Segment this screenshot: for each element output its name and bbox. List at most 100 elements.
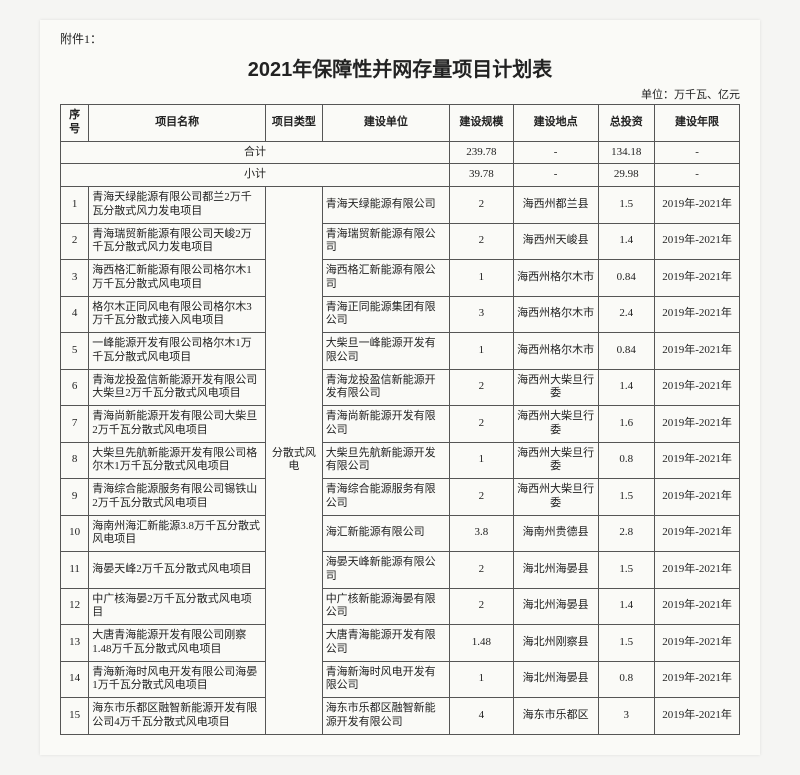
cell-investment: 1.5	[598, 625, 655, 662]
cell-investment: 3	[598, 698, 655, 735]
cell-idx: 1	[61, 187, 89, 224]
cell-scale: 1	[450, 333, 514, 370]
cell-location: 海西州大柴旦行委	[513, 479, 598, 516]
cell-investment: 0.84	[598, 260, 655, 297]
cell-location: 海西州天峻县	[513, 223, 598, 260]
table-row: 9青海综合能源服务有限公司锡铁山2万千瓦分散式风电项目青海综合能源服务有限公司2…	[61, 479, 740, 516]
cell-type: 分散式风电	[266, 187, 323, 735]
cell-unit: 大柴旦先航新能源开发有限公司	[322, 442, 449, 479]
sub-loc: -	[513, 164, 598, 187]
sub-label: 小计	[61, 164, 450, 187]
cell-location: 海南州贵德县	[513, 515, 598, 552]
cell-scale: 2	[450, 187, 514, 224]
cell-name: 大唐青海能源开发有限公司刚察1.48万千瓦分散式风电项目	[89, 625, 266, 662]
cell-years: 2019年-2021年	[655, 260, 740, 297]
table-row: 1青海天绿能源有限公司都兰2万千瓦分散式风力发电项目分散式风电青海天绿能源有限公…	[61, 187, 740, 224]
cell-idx: 5	[61, 333, 89, 370]
grand-years: -	[655, 141, 740, 164]
table-row: 12中广核海晏2万千瓦分散式风电项目中广核新能源海晏有限公司2海北州海晏县1.4…	[61, 588, 740, 625]
cell-scale: 2	[450, 406, 514, 443]
cell-investment: 1.5	[598, 187, 655, 224]
cell-investment: 1.4	[598, 588, 655, 625]
sub-years: -	[655, 164, 740, 187]
cell-unit: 青海龙投盈信新能源开发有限公司	[322, 369, 449, 406]
page-title: 2021年保障性并网存量项目计划表	[60, 53, 740, 82]
cell-investment: 0.84	[598, 333, 655, 370]
cell-name: 海南州海汇新能源3.8万千瓦分散式风电项目	[89, 515, 266, 552]
cell-investment: 1.5	[598, 552, 655, 589]
cell-name: 中广核海晏2万千瓦分散式风电项目	[89, 588, 266, 625]
cell-unit: 海东市乐都区融智新能源开发有限公司	[322, 698, 449, 735]
cell-name: 海西格汇新能源有限公司格尔木1万千瓦分散式风电项目	[89, 260, 266, 297]
cell-idx: 2	[61, 223, 89, 260]
cell-investment: 1.6	[598, 406, 655, 443]
cell-idx: 11	[61, 552, 89, 589]
table-header-row: 序号 项目名称 项目类型 建设单位 建设规模 建设地点 总投资 建设年限	[61, 105, 740, 142]
cell-location: 海西州都兰县	[513, 187, 598, 224]
cell-location: 海北州海晏县	[513, 588, 598, 625]
document-page: 附件1： 2021年保障性并网存量项目计划表 单位：万千瓦、亿元 序号 项目名称…	[40, 20, 760, 755]
attachment-label: 附件1：	[60, 30, 740, 47]
cell-name: 海晏天峰2万千瓦分散式风电项目	[89, 552, 266, 589]
cell-unit: 青海瑞贸新能源有限公司	[322, 223, 449, 260]
unit-note: 单位：万千瓦、亿元	[60, 86, 740, 102]
cell-unit: 青海正同能源集团有限公司	[322, 296, 449, 333]
cell-years: 2019年-2021年	[655, 661, 740, 698]
grand-inv: 134.18	[598, 141, 655, 164]
cell-investment: 1.5	[598, 479, 655, 516]
cell-name: 一峰能源开发有限公司格尔木1万千瓦分散式风电项目	[89, 333, 266, 370]
cell-name: 青海瑞贸新能源有限公司天峻2万千瓦分散式风力发电项目	[89, 223, 266, 260]
cell-location: 海西州格尔木市	[513, 260, 598, 297]
table-row: 15海东市乐都区融智新能源开发有限公司4万千瓦分散式风电项目海东市乐都区融智新能…	[61, 698, 740, 735]
cell-unit: 海汇新能源有限公司	[322, 515, 449, 552]
cell-scale: 2	[450, 479, 514, 516]
cell-years: 2019年-2021年	[655, 698, 740, 735]
cell-location: 海西州大柴旦行委	[513, 406, 598, 443]
cell-location: 海北州海晏县	[513, 661, 598, 698]
cell-years: 2019年-2021年	[655, 333, 740, 370]
cell-name: 青海新海时风电开发有限公司海晏1万千瓦分散式风电项目	[89, 661, 266, 698]
table-row: 2青海瑞贸新能源有限公司天峻2万千瓦分散式风力发电项目青海瑞贸新能源有限公司2海…	[61, 223, 740, 260]
cell-scale: 4	[450, 698, 514, 735]
cell-unit: 青海天绿能源有限公司	[322, 187, 449, 224]
cell-scale: 3.8	[450, 515, 514, 552]
cell-unit: 海西格汇新能源有限公司	[322, 260, 449, 297]
cell-years: 2019年-2021年	[655, 442, 740, 479]
cell-years: 2019年-2021年	[655, 588, 740, 625]
cell-idx: 12	[61, 588, 89, 625]
col-type: 项目类型	[266, 105, 323, 142]
cell-location: 海东市乐都区	[513, 698, 598, 735]
project-table: 序号 项目名称 项目类型 建设单位 建设规模 建设地点 总投资 建设年限 合计 …	[60, 104, 740, 735]
grand-label: 合计	[61, 141, 450, 164]
col-idx: 序号	[61, 105, 89, 142]
cell-name: 青海综合能源服务有限公司锡铁山2万千瓦分散式风电项目	[89, 479, 266, 516]
cell-investment: 0.8	[598, 442, 655, 479]
col-scale: 建设规模	[450, 105, 514, 142]
cell-scale: 3	[450, 296, 514, 333]
cell-scale: 1	[450, 661, 514, 698]
cell-location: 海西州大柴旦行委	[513, 369, 598, 406]
cell-location: 海西州格尔木市	[513, 296, 598, 333]
sub-scale: 39.78	[450, 164, 514, 187]
cell-name: 海东市乐都区融智新能源开发有限公司4万千瓦分散式风电项目	[89, 698, 266, 735]
cell-unit: 青海新海时风电开发有限公司	[322, 661, 449, 698]
cell-scale: 1	[450, 442, 514, 479]
cell-years: 2019年-2021年	[655, 515, 740, 552]
cell-idx: 13	[61, 625, 89, 662]
col-yr: 建设年限	[655, 105, 740, 142]
cell-name: 格尔木正同风电有限公司格尔木3万千瓦分散式接入风电项目	[89, 296, 266, 333]
table-row: 8大柴旦先航新能源开发有限公司格尔木1万千瓦分散式风电项目大柴旦先航新能源开发有…	[61, 442, 740, 479]
cell-years: 2019年-2021年	[655, 187, 740, 224]
cell-idx: 3	[61, 260, 89, 297]
cell-unit: 青海综合能源服务有限公司	[322, 479, 449, 516]
cell-investment: 2.4	[598, 296, 655, 333]
cell-location: 海西州大柴旦行委	[513, 442, 598, 479]
table-row: 13大唐青海能源开发有限公司刚察1.48万千瓦分散式风电项目大唐青海能源开发有限…	[61, 625, 740, 662]
table-body: 合计 239.78 - 134.18 - 小计 39.78 - 29.98 - …	[61, 141, 740, 734]
cell-years: 2019年-2021年	[655, 479, 740, 516]
cell-idx: 4	[61, 296, 89, 333]
table-row: 11海晏天峰2万千瓦分散式风电项目海晏天峰新能源有限公司2海北州海晏县1.520…	[61, 552, 740, 589]
cell-scale: 2	[450, 552, 514, 589]
table-row: 7青海尚新能源开发有限公司大柴旦2万千瓦分散式风电项目青海尚新能源开发有限公司2…	[61, 406, 740, 443]
cell-investment: 2.8	[598, 515, 655, 552]
